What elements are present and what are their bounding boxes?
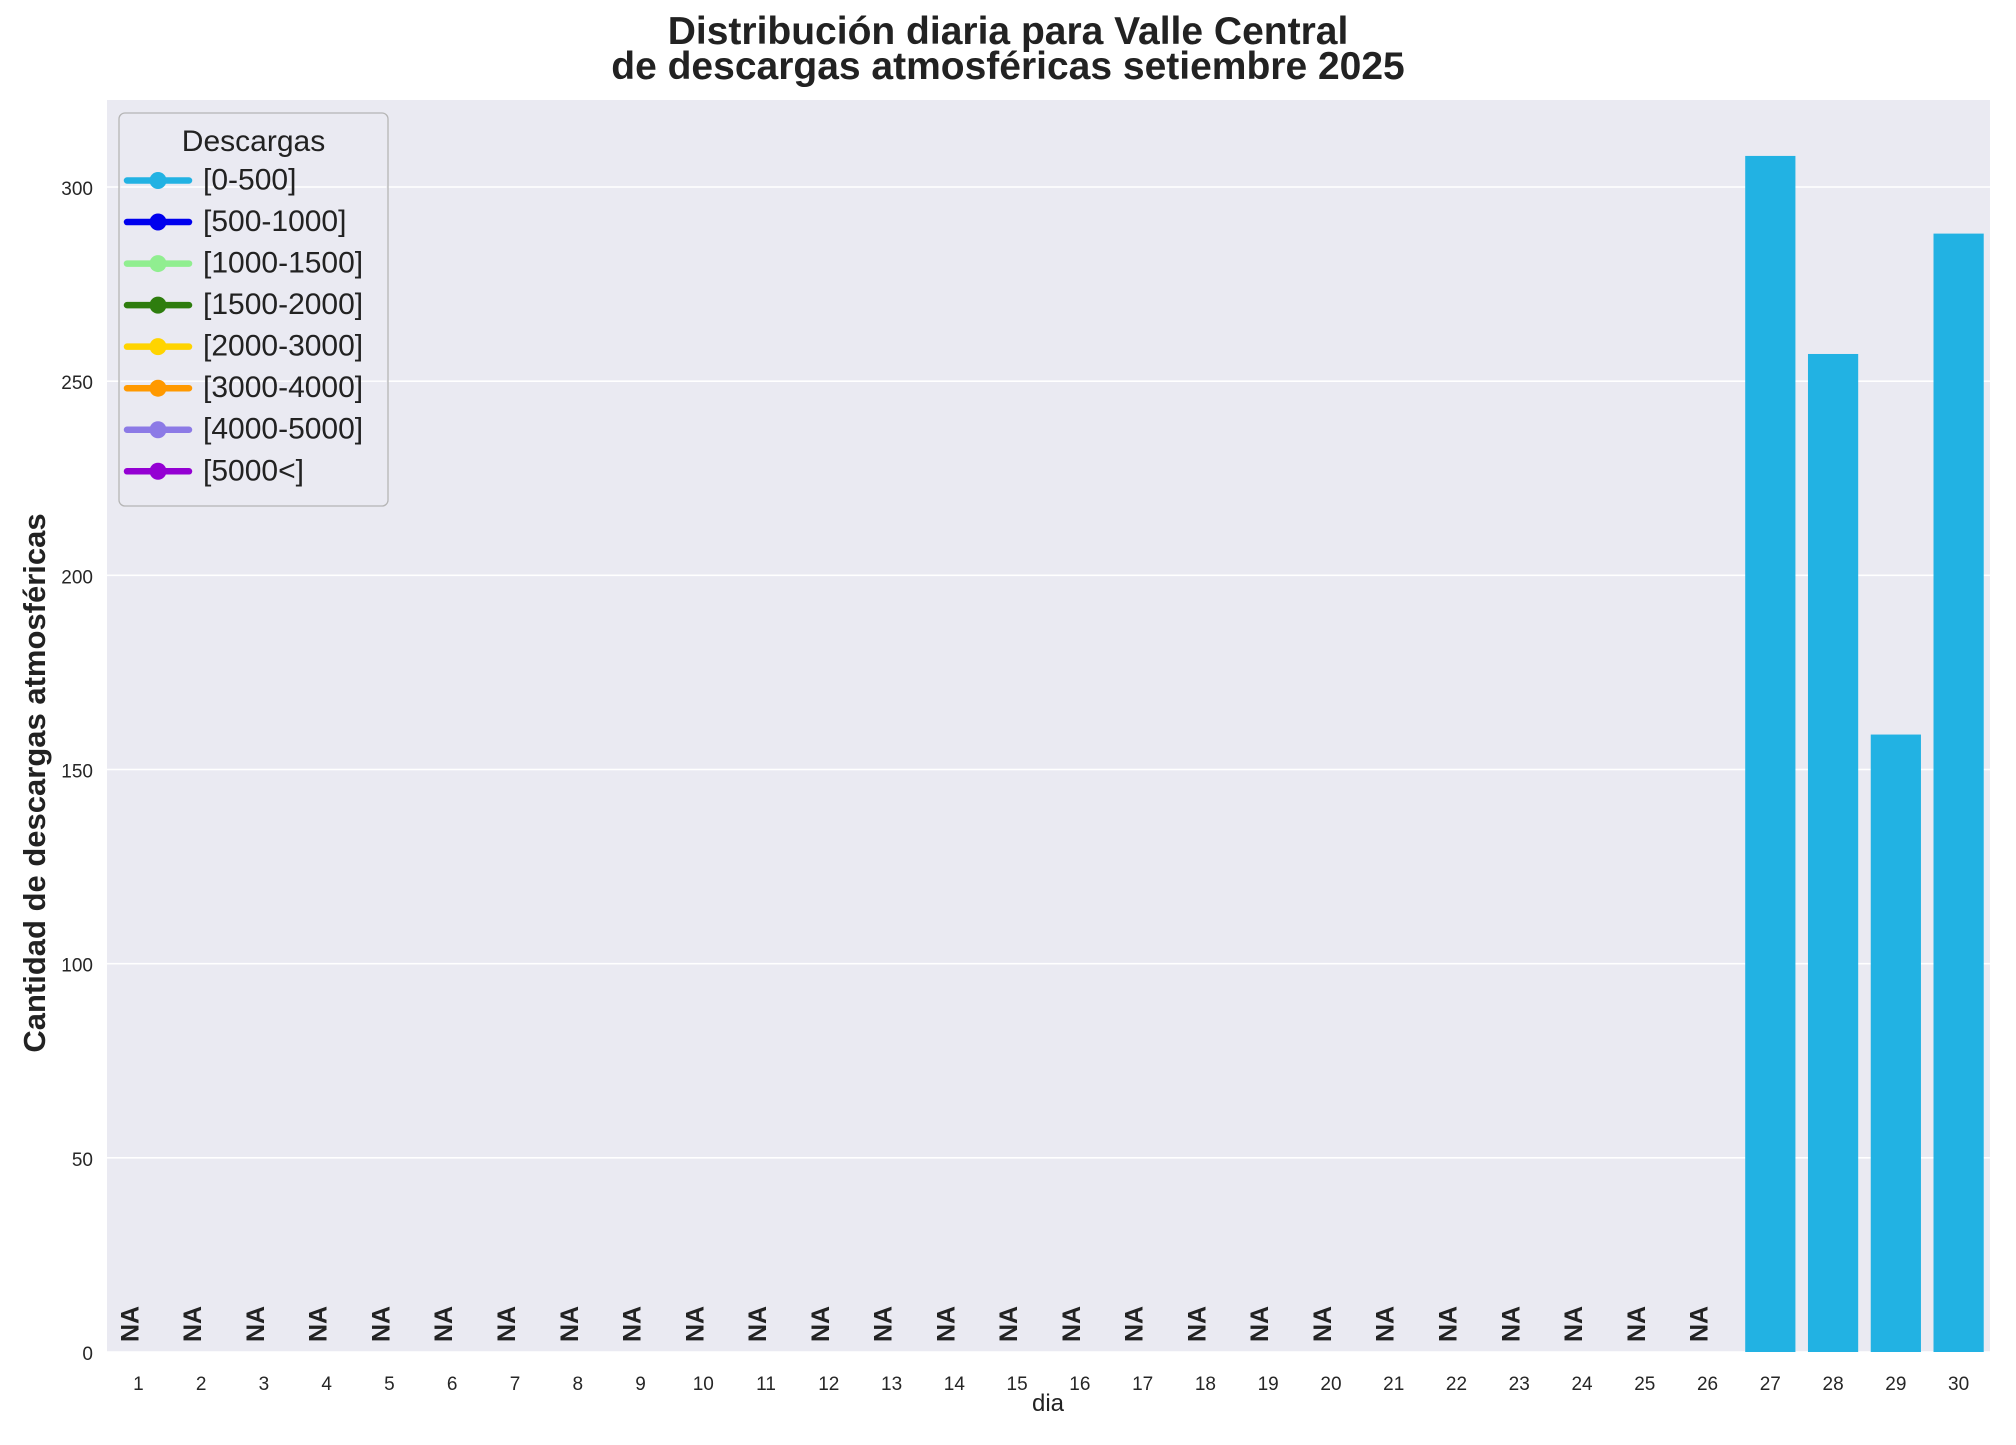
svg-text:NA: NA — [556, 1306, 584, 1342]
svg-text:150: 150 — [61, 762, 93, 783]
svg-text:[5000<]: [5000<] — [203, 454, 304, 487]
svg-text:NA: NA — [1183, 1306, 1211, 1342]
svg-text:NA: NA — [681, 1306, 709, 1342]
svg-text:9: 9 — [635, 1374, 646, 1395]
svg-text:NA: NA — [870, 1306, 898, 1342]
svg-text:NA: NA — [619, 1306, 647, 1342]
svg-text:22: 22 — [1446, 1374, 1467, 1395]
svg-text:[0-500]: [0-500] — [203, 164, 296, 197]
svg-text:[2000-3000]: [2000-3000] — [203, 330, 363, 363]
svg-text:[1500-2000]: [1500-2000] — [203, 288, 363, 321]
svg-text:0: 0 — [82, 1344, 93, 1365]
svg-text:12: 12 — [818, 1374, 839, 1395]
svg-text:NA: NA — [179, 1306, 207, 1342]
svg-text:16: 16 — [1069, 1374, 1090, 1395]
svg-text:NA: NA — [116, 1306, 144, 1342]
svg-text:13: 13 — [881, 1374, 902, 1395]
svg-text:5: 5 — [384, 1374, 395, 1395]
svg-text:NA: NA — [1434, 1306, 1462, 1342]
svg-text:18: 18 — [1195, 1374, 1216, 1395]
svg-text:27: 27 — [1760, 1374, 1781, 1395]
svg-text:7: 7 — [510, 1374, 521, 1395]
svg-text:1: 1 — [133, 1374, 144, 1395]
svg-text:26: 26 — [1697, 1374, 1718, 1395]
svg-text:23: 23 — [1509, 1374, 1530, 1395]
svg-text:29: 29 — [1885, 1374, 1906, 1395]
svg-text:NA: NA — [367, 1306, 395, 1342]
svg-text:21: 21 — [1383, 1374, 1404, 1395]
svg-text:NA: NA — [1623, 1306, 1651, 1342]
svg-text:[1000-1500]: [1000-1500] — [203, 247, 363, 280]
svg-text:NA: NA — [305, 1306, 333, 1342]
svg-text:20: 20 — [1320, 1374, 1341, 1395]
svg-text:2: 2 — [196, 1374, 207, 1395]
svg-text:3: 3 — [259, 1374, 270, 1395]
svg-text:28: 28 — [1823, 1374, 1844, 1395]
svg-text:10: 10 — [693, 1374, 714, 1395]
svg-text:NA: NA — [1686, 1306, 1714, 1342]
svg-text:4: 4 — [321, 1374, 332, 1395]
svg-text:NA: NA — [242, 1306, 270, 1342]
svg-text:19: 19 — [1258, 1374, 1279, 1395]
svg-text:[500-1000]: [500-1000] — [203, 205, 346, 238]
svg-text:NA: NA — [1560, 1306, 1588, 1342]
svg-text:250: 250 — [61, 373, 93, 394]
svg-text:NA: NA — [1058, 1306, 1086, 1342]
svg-text:NA: NA — [493, 1306, 521, 1342]
svg-text:NA: NA — [1121, 1306, 1149, 1342]
svg-text:NA: NA — [430, 1306, 458, 1342]
svg-text:NA: NA — [1309, 1306, 1337, 1342]
svg-text:200: 200 — [61, 567, 93, 588]
svg-text:100: 100 — [61, 956, 93, 977]
svg-text:NA: NA — [744, 1306, 772, 1342]
svg-text:24: 24 — [1571, 1374, 1593, 1395]
svg-text:NA: NA — [1372, 1306, 1400, 1342]
svg-text:[4000-5000]: [4000-5000] — [203, 413, 363, 446]
svg-text:NA: NA — [1246, 1306, 1274, 1342]
svg-text:Descargas: Descargas — [182, 125, 325, 158]
svg-text:6: 6 — [447, 1374, 458, 1395]
svg-text:NA: NA — [932, 1306, 960, 1342]
svg-text:300: 300 — [61, 179, 93, 200]
svg-text:NA: NA — [807, 1306, 835, 1342]
svg-text:15: 15 — [1007, 1374, 1028, 1395]
svg-text:NA: NA — [1497, 1306, 1525, 1342]
svg-text:8: 8 — [572, 1374, 583, 1395]
svg-text:30: 30 — [1948, 1374, 1969, 1395]
svg-text:25: 25 — [1634, 1374, 1655, 1395]
svg-text:[3000-4000]: [3000-4000] — [203, 371, 363, 404]
svg-text:14: 14 — [944, 1374, 966, 1395]
svg-text:50: 50 — [72, 1150, 93, 1171]
svg-text:11: 11 — [756, 1374, 776, 1395]
svg-text:17: 17 — [1132, 1374, 1153, 1395]
svg-text:NA: NA — [995, 1306, 1023, 1342]
